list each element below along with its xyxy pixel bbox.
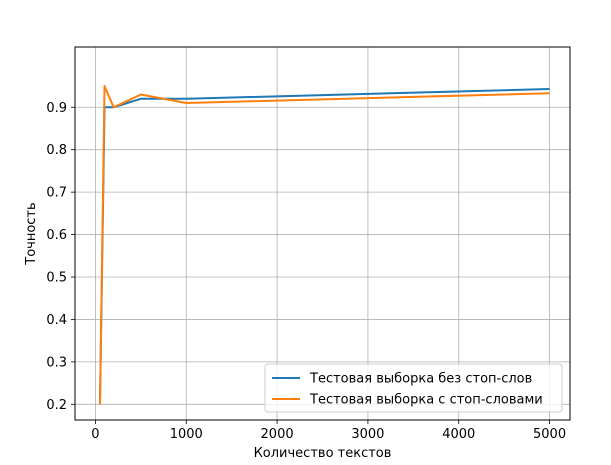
legend-label-series-1: Тестовая выборка без стоп-слов bbox=[309, 372, 532, 387]
x-tick-label: 4000 bbox=[442, 427, 475, 442]
y-tick-label: 0.9 bbox=[46, 101, 67, 116]
x-tick-label: 2000 bbox=[261, 427, 294, 442]
y-axis-label: Точность bbox=[24, 202, 39, 265]
y-tick-label: 0.6 bbox=[46, 228, 67, 243]
series-lines bbox=[98, 85, 550, 405]
y-tick-label: 0.7 bbox=[46, 186, 67, 201]
x-axis-label: Количество текстов bbox=[254, 446, 392, 461]
x-tick-label: 3000 bbox=[351, 427, 384, 442]
y-tick-label: 0.4 bbox=[46, 313, 67, 328]
x-tick-label: 5000 bbox=[533, 427, 566, 442]
legend-label-series-2: Тестовая выборка с стоп-словами bbox=[309, 393, 543, 408]
plot-frame bbox=[74, 46, 571, 421]
y-tick-label: 0.3 bbox=[46, 355, 67, 370]
y-tick-label: 0.5 bbox=[46, 270, 67, 285]
x-tick-label: 1000 bbox=[170, 427, 203, 442]
x-tick-label: 0 bbox=[91, 427, 99, 442]
grid bbox=[75, 47, 570, 420]
series-line-2 bbox=[98, 85, 550, 405]
legend: Тестовая выборка без стоп-слов Тестовая … bbox=[264, 363, 563, 413]
legend-box bbox=[264, 363, 563, 413]
axis-ticks: 0 1000 2000 3000 4000 5000 0.2 0.3 0.4 0.5 0.6 0.7 0… bbox=[46, 101, 566, 442]
y-tick-label: 0.8 bbox=[46, 143, 67, 158]
y-tick-label: 0.2 bbox=[46, 398, 67, 413]
